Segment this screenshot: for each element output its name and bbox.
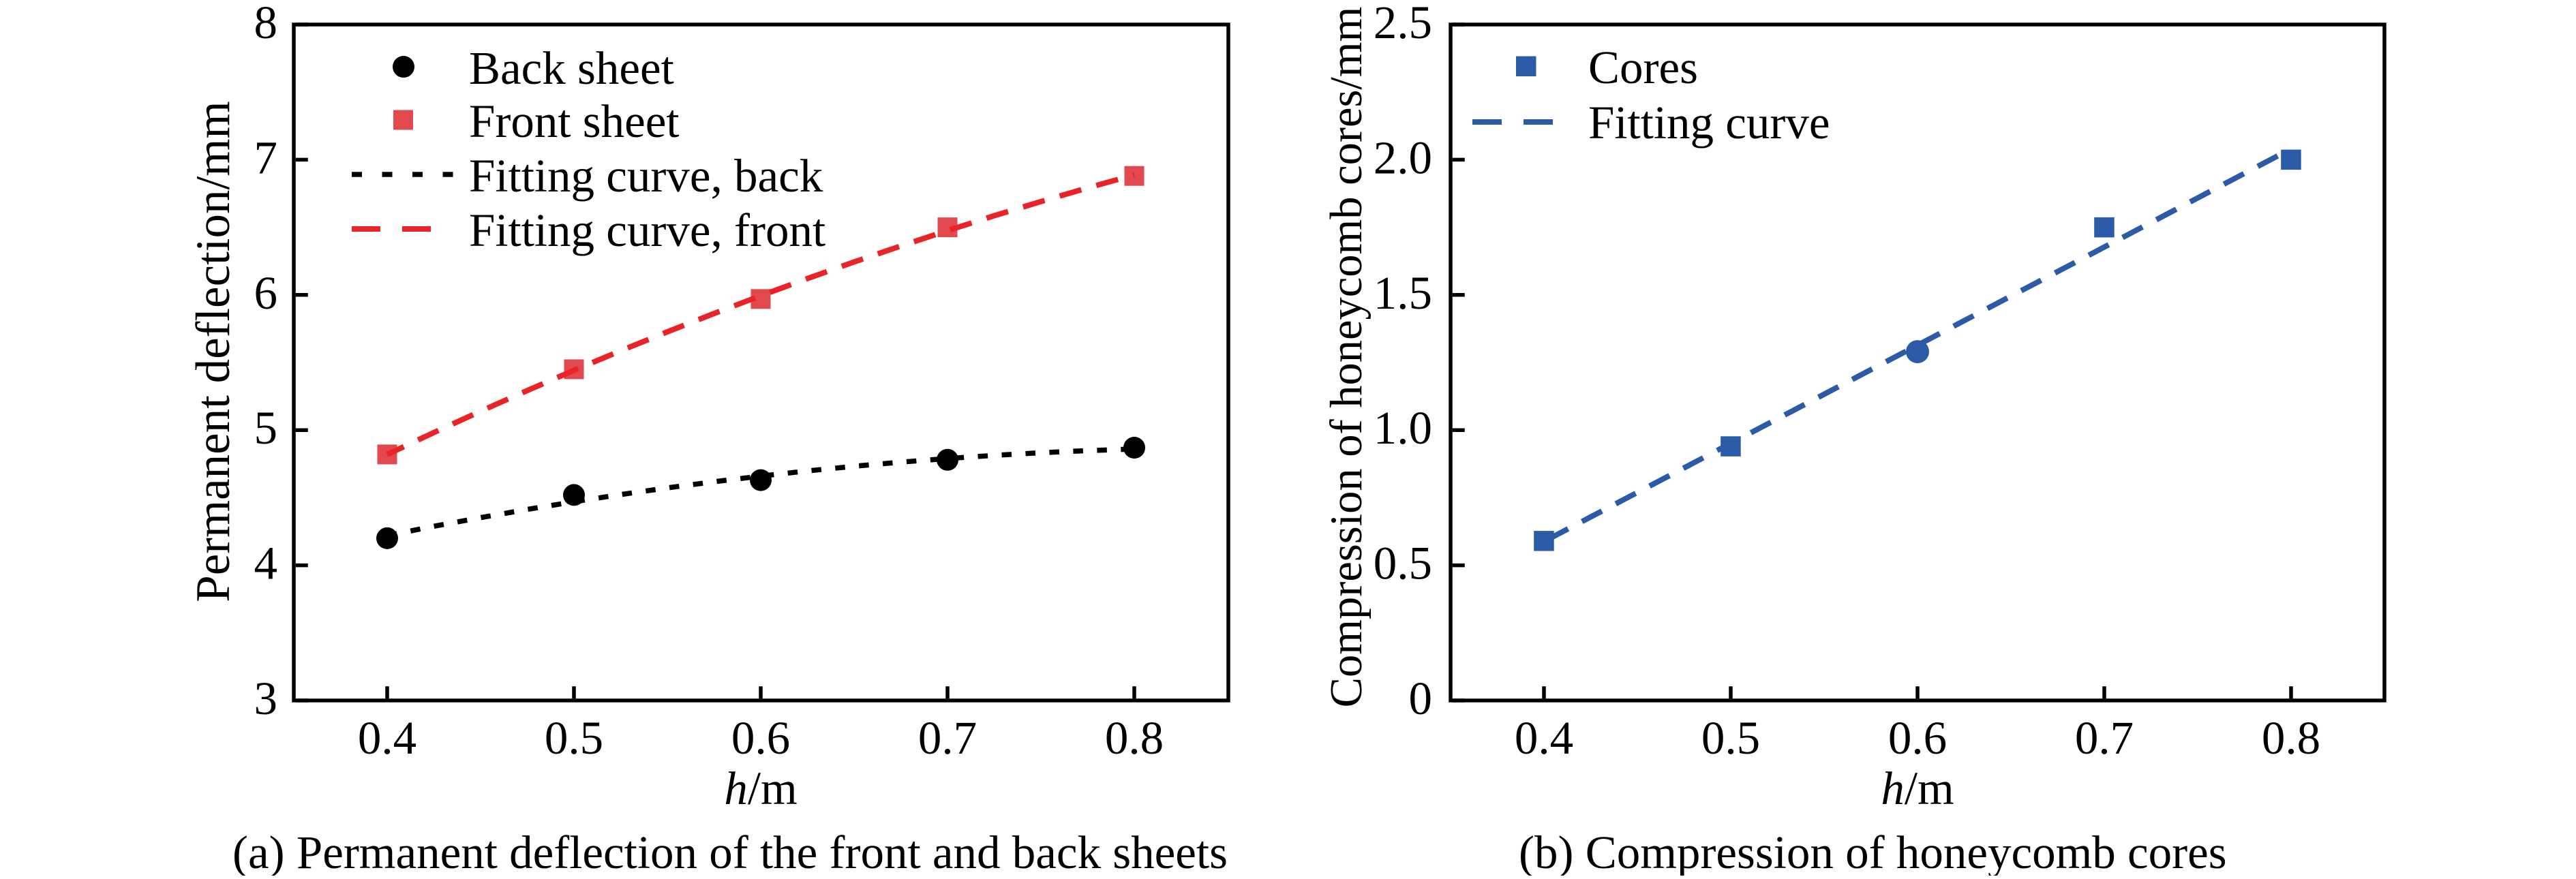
svg-text:2.0: 2.0 [1374, 132, 1432, 183]
svg-text:0.6: 0.6 [731, 712, 790, 764]
svg-text:(b) Compression of honeycomb c: (b) Compression of honeycomb cores [1519, 827, 2227, 876]
svg-text:0.7: 0.7 [918, 712, 977, 764]
svg-text:0.5: 0.5 [1701, 712, 1760, 764]
svg-text:h/m: h/m [724, 762, 797, 814]
svg-text:0.4: 0.4 [1515, 712, 1573, 764]
svg-text:Fitting curve, back: Fitting curve, back [469, 150, 823, 202]
svg-text:7: 7 [254, 132, 278, 183]
svg-text:1.0: 1.0 [1374, 402, 1432, 454]
svg-text:3: 3 [254, 673, 278, 724]
svg-text:h/m: h/m [1881, 762, 1954, 814]
svg-text:0.8: 0.8 [1105, 712, 1164, 764]
svg-text:0.8: 0.8 [2262, 712, 2320, 764]
svg-text:8: 8 [254, 0, 278, 48]
svg-text:Compression of honeycomb cores: Compression of honeycomb cores/mm [1322, 7, 1372, 708]
svg-text:Permanent deflection/mm: Permanent deflection/mm [187, 101, 240, 602]
svg-text:4: 4 [254, 538, 278, 589]
svg-text:0.5: 0.5 [1374, 538, 1432, 589]
svg-text:Back sheet: Back sheet [469, 42, 674, 94]
svg-text:Cores: Cores [1588, 42, 1698, 93]
svg-text:2.5: 2.5 [1374, 0, 1432, 48]
svg-text:Fitting curve: Fitting curve [1588, 97, 1830, 149]
svg-text:5: 5 [254, 402, 278, 454]
svg-text:0: 0 [1409, 673, 1433, 724]
svg-text:0.6: 0.6 [1888, 712, 1947, 764]
svg-text:1.5: 1.5 [1374, 267, 1432, 319]
svg-text:Fitting curve, front: Fitting curve, front [469, 204, 825, 256]
svg-text:0.4: 0.4 [358, 712, 416, 764]
svg-text:0.5: 0.5 [545, 712, 603, 764]
svg-text:0.7: 0.7 [2075, 712, 2134, 764]
svg-text:Front sheet: Front sheet [469, 95, 680, 147]
svg-text:6: 6 [254, 267, 278, 319]
svg-text:(a) Permanent deflection of th: (a) Permanent deflection of the front an… [232, 827, 1228, 876]
